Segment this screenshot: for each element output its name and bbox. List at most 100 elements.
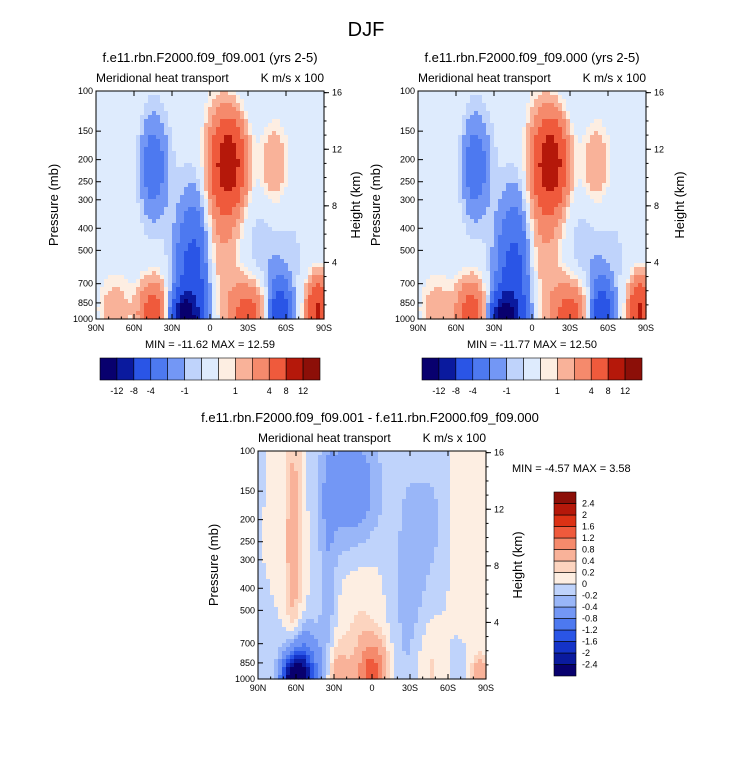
heatmap-cell xyxy=(112,135,117,140)
heatmap-cell xyxy=(502,139,507,144)
heatmap-cell xyxy=(284,143,289,148)
heatmap-cell xyxy=(426,207,431,212)
heatmap-cell xyxy=(280,287,285,292)
heatmap-cell xyxy=(208,155,213,160)
heatmap-cell xyxy=(204,103,209,108)
heatmap-cell xyxy=(442,135,447,140)
heatmap-cell xyxy=(264,183,269,188)
heatmap-cell xyxy=(164,123,169,128)
heatmap-cell xyxy=(232,255,237,260)
heatmap-cell xyxy=(478,159,483,164)
heatmap-cell xyxy=(486,223,491,228)
heatmap-cell xyxy=(296,227,301,232)
heatmap-cell xyxy=(140,159,145,164)
heatmap-cell xyxy=(304,215,309,220)
heatmap-cell xyxy=(232,223,237,228)
heatmap-cell xyxy=(470,307,475,312)
heatmap-cell xyxy=(240,167,245,172)
heatmap-cell xyxy=(292,95,297,100)
heatmap-cell xyxy=(430,223,435,228)
heatmap-cell xyxy=(224,271,229,276)
heatmap-cell xyxy=(232,267,237,272)
heatmap-cell xyxy=(502,183,507,188)
heatmap-cell xyxy=(196,195,201,200)
heatmap-cell xyxy=(530,159,535,164)
heatmap-cell xyxy=(208,259,213,264)
heatmap-cell xyxy=(450,247,455,252)
heatmap-cell xyxy=(522,147,527,152)
heatmap-cell xyxy=(136,203,141,208)
heatmap-cell xyxy=(506,115,511,120)
heatmap-cell xyxy=(244,307,249,312)
heatmap-cell xyxy=(494,115,499,120)
heatmap-cell xyxy=(96,103,101,108)
heatmap-cell xyxy=(506,203,511,208)
heatmap-cell xyxy=(244,103,249,108)
heatmap-cell xyxy=(490,183,495,188)
heatmap-cell xyxy=(458,147,463,152)
heatmap-cell xyxy=(264,139,269,144)
heatmap-cell xyxy=(292,219,297,224)
heatmap-cell xyxy=(188,287,193,292)
heatmap-cell xyxy=(240,287,245,292)
heatmap-cell xyxy=(184,155,189,160)
heatmap-cell xyxy=(522,207,527,212)
heatmap-cell xyxy=(284,223,289,228)
heatmap-cell xyxy=(140,307,145,312)
heatmap-cell xyxy=(470,175,475,180)
heatmap-cell xyxy=(136,107,141,112)
heatmap-cell xyxy=(312,175,317,180)
heatmap-cell xyxy=(220,151,225,156)
heatmap-cell xyxy=(104,271,109,276)
heatmap-cell xyxy=(482,195,487,200)
heatmap-cell xyxy=(470,167,475,172)
heatmap-cell xyxy=(192,103,197,108)
heatmap-cell xyxy=(196,219,201,224)
heatmap-cell xyxy=(288,287,293,292)
heatmap-cell xyxy=(530,119,535,124)
heatmap-cell xyxy=(216,203,221,208)
heatmap-cell xyxy=(426,295,431,300)
heatmap-cell xyxy=(430,155,435,160)
heatmap-cell xyxy=(188,299,193,304)
heatmap-cell xyxy=(248,207,253,212)
heatmap-cell xyxy=(164,179,169,184)
heatmap-cell xyxy=(434,211,439,216)
heatmap-cell xyxy=(288,243,293,248)
heatmap-cell xyxy=(208,183,213,188)
heatmap-cell xyxy=(164,243,169,248)
heatmap-cell xyxy=(288,191,293,196)
heatmap-cell xyxy=(462,299,467,304)
heatmap-cell xyxy=(216,195,221,200)
heatmap-cell xyxy=(498,263,503,268)
heatmap-cell xyxy=(248,167,253,172)
heatmap-cell xyxy=(100,227,105,232)
heatmap-cell xyxy=(176,223,181,228)
heatmap-cell xyxy=(308,155,313,160)
heatmap-cell xyxy=(136,291,141,296)
heatmap-cell xyxy=(426,167,431,172)
heatmap-cell xyxy=(442,103,447,108)
heatmap-cell xyxy=(140,231,145,236)
heatmap-cell xyxy=(104,219,109,224)
heatmap-cell xyxy=(474,191,479,196)
heatmap-cell xyxy=(458,159,463,164)
heatmap-cell xyxy=(276,239,281,244)
heatmap-cell xyxy=(300,247,305,252)
heatmap-cell xyxy=(132,139,137,144)
heatmap-cell xyxy=(124,287,129,292)
heatmap-cell xyxy=(228,211,233,216)
heatmap-cell xyxy=(458,247,463,252)
heatmap-cell xyxy=(240,183,245,188)
heatmap-cell xyxy=(172,267,177,272)
heatmap-cell xyxy=(144,215,149,220)
heatmap-cell xyxy=(494,167,499,172)
heatmap-cell xyxy=(172,143,177,148)
heatmap-cell xyxy=(116,255,121,260)
heatmap-cell xyxy=(284,135,289,140)
heatmap-cell xyxy=(490,111,495,116)
heatmap-cell xyxy=(240,239,245,244)
heatmap-cell xyxy=(422,255,427,260)
heatmap-cell xyxy=(304,227,309,232)
heatmap-cell xyxy=(312,179,317,184)
